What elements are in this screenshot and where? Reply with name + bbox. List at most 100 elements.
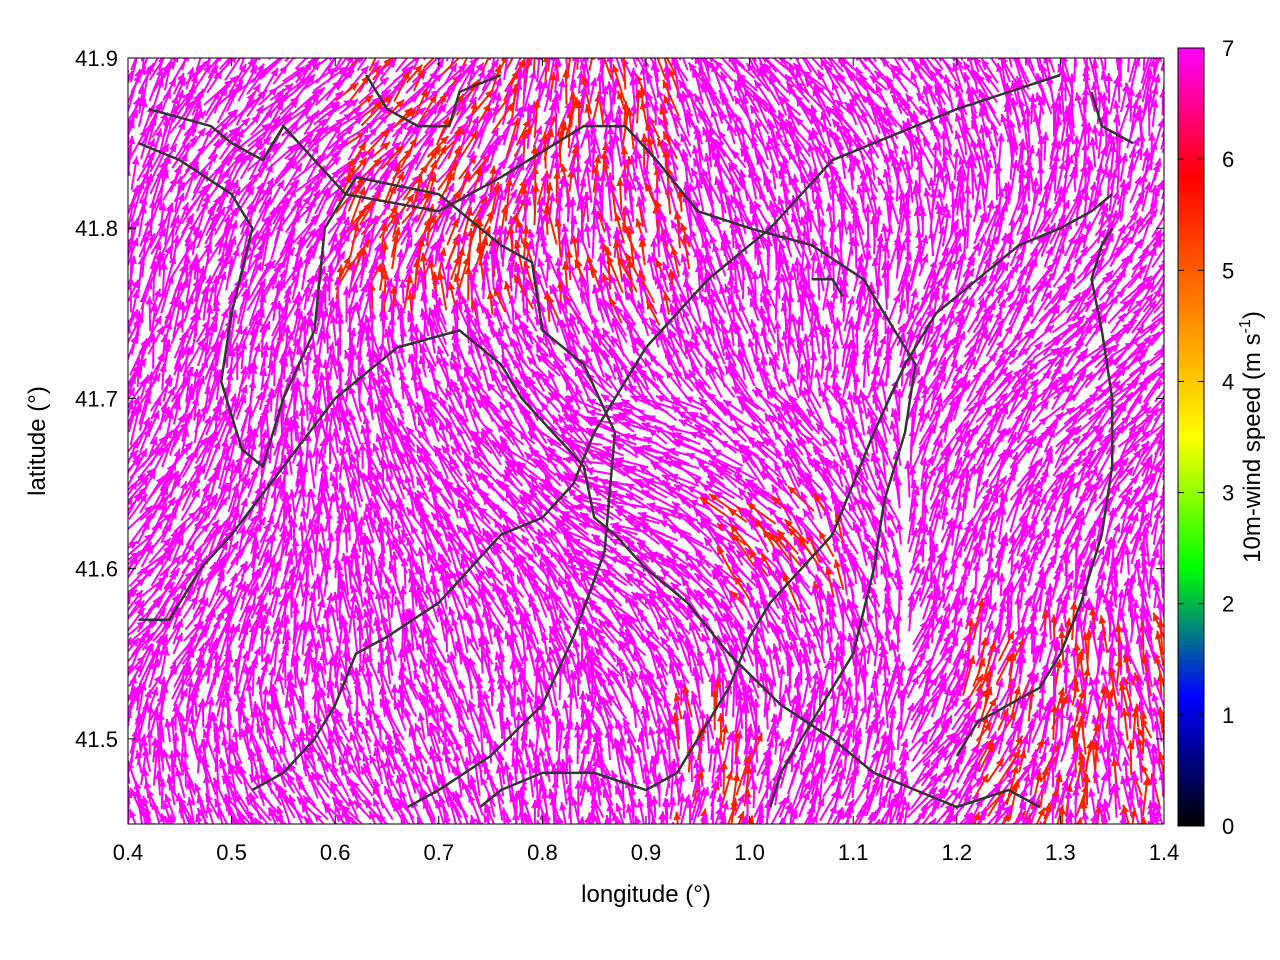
wind-arrow-head	[379, 114, 388, 124]
wind-arrow-head	[120, 47, 128, 56]
wind-arrow-head	[289, 99, 299, 109]
wind-arrow-head	[1106, 34, 1114, 43]
wind-arrow-shaft	[220, 23, 233, 48]
wind-arrow-head	[856, 67, 864, 77]
wind-arrow-head	[921, 86, 930, 95]
wind-arrow-head	[482, 103, 491, 113]
wind-arrow-shaft	[964, 23, 977, 47]
wind-arrow-head	[430, 90, 440, 99]
wind-arrow-head	[773, 27, 780, 36]
wind-arrow-head	[535, 58, 543, 61]
wind-arrow-shaft	[1102, 25, 1109, 48]
wind-arrow-head	[257, 31, 266, 39]
wind-arrow-head	[1120, 12, 1128, 21]
wind-arrow-head	[247, 58, 256, 68]
wind-arrow-shaft	[239, 58, 246, 69]
wind-arrow-head	[293, 70, 303, 79]
wind-arrow-head	[1052, 31, 1059, 40]
wind-arrow-head	[903, 27, 911, 36]
wind-arrow-shaft	[128, 70, 130, 74]
wind-arrow-head	[128, 111, 129, 115]
wind-arrow-head	[112, 263, 120, 271]
wind-arrow-head	[698, 45, 707, 53]
wind-arrow-head	[996, 44, 1003, 53]
wind-arrow-head	[229, 75, 239, 85]
wind-arrow-head	[235, 80, 243, 90]
wind-arrow-shaft	[656, 58, 667, 81]
wind-arrow-shaft	[128, 206, 129, 207]
wind-arrow-head	[336, 43, 343, 52]
wind-arrow-head	[875, 103, 883, 113]
wind-arrow-shaft	[1093, 58, 1099, 69]
wind-arrow-head	[449, 63, 457, 73]
wind-arrow-shaft	[1006, 23, 1018, 57]
wind-arrow-head	[805, 78, 814, 88]
wind-arrow-shaft	[456, 18, 474, 46]
wind-arrow-head	[785, 74, 794, 84]
wind-arrow-head	[1169, 99, 1176, 108]
wind-arrow-head	[919, 106, 928, 116]
wind-arrow-head	[977, 73, 986, 83]
wind-arrow-head	[634, 89, 643, 99]
wind-arrow-shaft	[261, 13, 288, 46]
wind-arrow-head	[1170, 124, 1177, 133]
wind-arrow-head	[898, 36, 905, 45]
wind-arrow-shaft	[1165, 234, 1173, 258]
wind-arrow-head	[312, 28, 321, 36]
wind-arrow-head	[767, 104, 776, 114]
wind-arrow-shaft	[207, 58, 221, 79]
wind-arrow-head	[471, 116, 479, 126]
wind-arrow-head	[1025, 21, 1032, 30]
wind-arrow-shaft	[996, 15, 1020, 50]
wind-arrow-shaft	[1163, 180, 1164, 183]
wind-arrow-head	[756, 68, 765, 78]
wind-arrow-head	[1085, 28, 1093, 37]
wind-arrow-head	[171, 95, 179, 105]
wind-arrow-shaft	[932, 58, 944, 70]
wind-arrow-shaft	[919, 34, 945, 56]
wind-arrow-shaft	[748, 19, 768, 50]
wind-arrow-shaft	[720, 58, 736, 73]
wind-arrow-head	[202, 64, 211, 74]
wind-arrow-head	[1112, 27, 1120, 35]
wind-arrow-head	[518, 35, 525, 44]
wind-arrow-head	[620, 15, 627, 24]
wind-arrow-shaft	[763, 58, 778, 73]
wind-arrow-head	[212, 14, 220, 23]
wind-arrow-head	[617, 90, 625, 100]
wind-arrow-head	[1146, 70, 1154, 80]
wind-arrow-head	[673, 32, 680, 41]
wind-arrow-head	[387, 59, 396, 69]
wind-arrow-shaft	[1027, 58, 1031, 61]
wind-arrow-shaft	[1073, 58, 1077, 79]
wind-arrow-head	[186, 67, 195, 77]
wind-arrow-head	[1052, 29, 1059, 38]
wind-arrow-head	[1017, 78, 1025, 88]
wind-arrow-shaft	[528, 5, 534, 48]
wind-arrow-shaft	[654, 29, 670, 51]
wind-arrow-shaft	[346, 30, 361, 51]
wind-arrow-head	[943, 74, 952, 84]
wind-arrow-head	[1075, 34, 1082, 43]
wind-arrow-head	[941, 27, 948, 36]
wind-arrow-shaft	[327, 58, 336, 72]
wind-arrow-head	[241, 118, 250, 127]
wind-arrow-shaft	[897, 58, 901, 61]
wind-arrow-head	[448, 83, 457, 92]
wind-arrow-shaft	[992, 15, 1010, 50]
wind-arrow-shaft	[1027, 58, 1035, 72]
wind-arrow-head	[688, 62, 697, 72]
wind-arrow-head	[630, 39, 637, 48]
wind-arrow-head	[381, 33, 388, 42]
wind-arrow-head	[212, 36, 219, 45]
wind-arrow-shaft	[389, 58, 394, 62]
wind-arrow-head	[812, 45, 820, 54]
wind-arrow-head	[401, 35, 409, 44]
wind-arrow-head	[162, 48, 170, 57]
wind-arrow-head	[662, 79, 670, 89]
wind-arrow-head	[453, 102, 461, 112]
wind-arrow-head	[654, 41, 662, 50]
wind-arrow-shaft	[761, 12, 781, 47]
wind-arrow-head	[1126, 33, 1134, 41]
wind-arrow-head	[1005, 23, 1012, 32]
